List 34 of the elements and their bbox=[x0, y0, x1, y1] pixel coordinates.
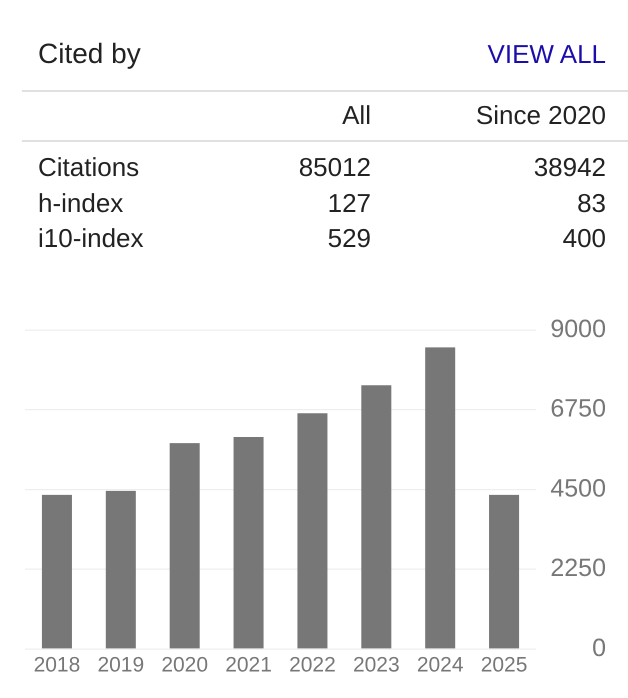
text: 400 bbox=[562, 223, 606, 253]
x-tick-label: 2021 bbox=[225, 653, 272, 676]
text: 529 bbox=[328, 223, 371, 253]
y-tick-label: 2250 bbox=[550, 554, 606, 582]
x-tick-label: 2022 bbox=[289, 653, 336, 676]
y-tick-label: 6750 bbox=[550, 394, 606, 423]
bar bbox=[489, 494, 520, 648]
bar bbox=[106, 490, 136, 648]
category-label: i10-index bbox=[38, 223, 144, 253]
text: 85012 bbox=[298, 152, 371, 182]
y-tick-label: 9000 bbox=[550, 314, 606, 343]
text: 38942 bbox=[534, 152, 606, 182]
bar bbox=[234, 437, 264, 648]
y-tick-label: 4500 bbox=[550, 474, 606, 502]
x-tick-label: 2018 bbox=[34, 653, 80, 676]
text: VIEW ALL bbox=[488, 39, 606, 69]
bar bbox=[297, 413, 328, 648]
x-tick-label: 2020 bbox=[161, 653, 208, 676]
text: Cited by bbox=[38, 38, 141, 69]
y-tick-label: 0 bbox=[592, 634, 606, 662]
text: 127 bbox=[328, 188, 371, 218]
bar bbox=[42, 494, 72, 648]
x-tick-label: 2025 bbox=[480, 653, 528, 676]
x-tick-label: 2019 bbox=[97, 653, 144, 676]
bar bbox=[425, 347, 456, 648]
category-label: Since 2020 bbox=[476, 100, 606, 130]
bar bbox=[170, 443, 200, 648]
bar bbox=[361, 385, 392, 648]
category-label: Citations bbox=[38, 152, 140, 182]
x-tick-label: 2023 bbox=[352, 653, 400, 676]
category-label: h-index bbox=[38, 188, 124, 218]
text: 83 bbox=[577, 188, 606, 218]
x-tick-label: 2024 bbox=[416, 653, 464, 676]
category-label: All bbox=[342, 100, 371, 130]
